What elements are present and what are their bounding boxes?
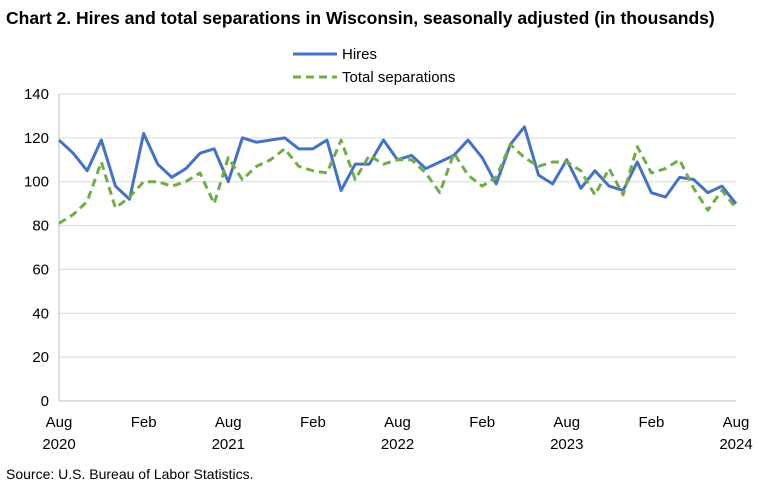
x-tick-month-2: Aug <box>215 414 242 431</box>
axes <box>58 94 736 402</box>
y-tick-label-0: 0 <box>41 393 49 410</box>
series-line-hires <box>57 125 738 205</box>
x-tick-month-1: Feb <box>131 414 157 431</box>
x-tick-year-2023: 2023 <box>550 436 583 453</box>
x-axis-tick-labels: Aug 2020 Feb Aug 2021 Feb Aug 2022 Feb Aug 2023 Feb… <box>42 414 752 453</box>
x-tick-month-4: Aug <box>384 414 411 431</box>
x-tick-year-2022: 2022 <box>381 436 414 453</box>
x-tick-year-2021: 2021 <box>212 436 245 453</box>
x-tick-month-0: Aug <box>46 414 73 431</box>
x-tick-month-5: Feb <box>469 414 495 431</box>
x-tick-month-8: Aug <box>723 414 750 431</box>
y-tick-label-140: 140 <box>24 86 49 103</box>
legend-label-total-separations: Total separations <box>342 69 455 86</box>
x-tick-month-6: Aug <box>553 414 580 431</box>
y-tick-label-100: 100 <box>24 174 49 191</box>
legend-label-hires: Hires <box>342 46 377 63</box>
series-lines <box>57 125 738 225</box>
y-axis-tick-labels: 0 20 40 60 80 100 120 140 <box>24 86 49 410</box>
gridlines <box>59 93 736 358</box>
y-tick-label-80: 80 <box>32 218 49 235</box>
y-tick-label-40: 40 <box>32 305 49 322</box>
x-tick-month-7: Feb <box>638 414 664 431</box>
series-line-total-separations <box>58 138 738 225</box>
x-tick-year-2020: 2020 <box>42 436 75 453</box>
legend: Hires Total separations <box>293 46 455 86</box>
x-tick-year-2024: 2024 <box>719 436 752 453</box>
y-tick-label-20: 20 <box>32 349 49 366</box>
source-note: Source: U.S. Bureau of Labor Statistics. <box>6 466 254 482</box>
x-tick-month-3: Feb <box>300 414 326 431</box>
y-tick-label-120: 120 <box>24 130 49 147</box>
chart-title: Chart 2. Hires and total separations in … <box>6 8 715 28</box>
y-tick-label-60: 60 <box>32 261 49 278</box>
